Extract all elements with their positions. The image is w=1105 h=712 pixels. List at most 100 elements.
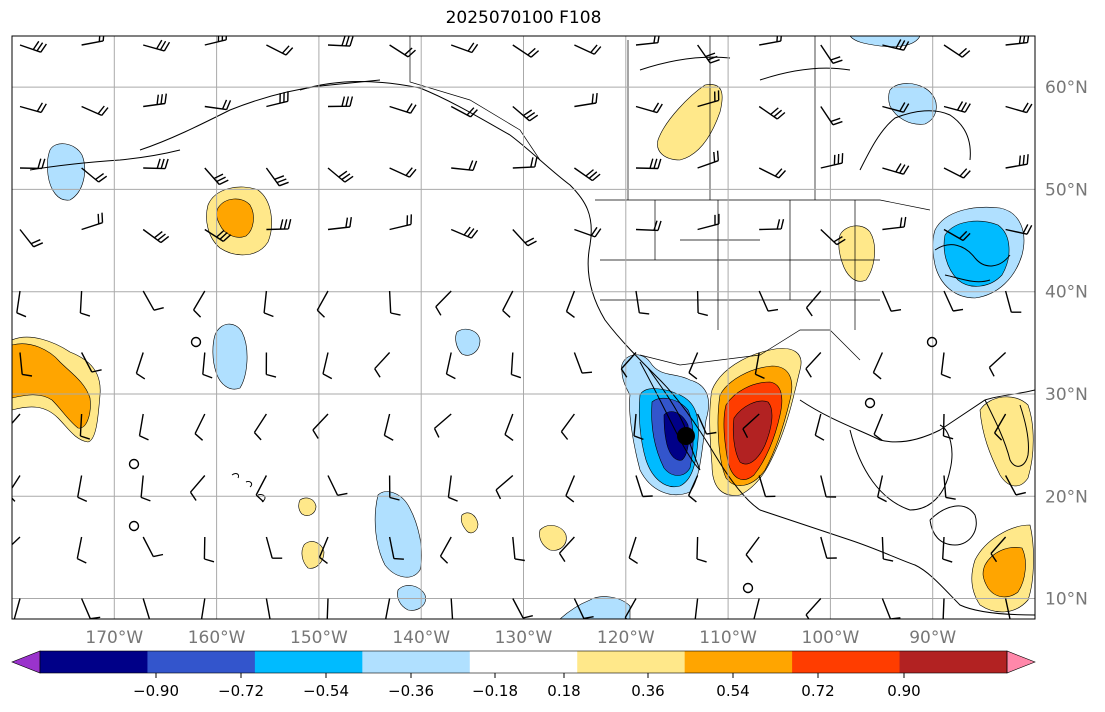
wind-barb	[1005, 102, 1033, 114]
wind-barb	[502, 290, 514, 318]
wind-barb	[697, 150, 719, 169]
wind-barb	[687, 475, 699, 503]
wind-barb	[573, 598, 594, 619]
wind-barb	[202, 352, 213, 379]
wind-barb	[820, 228, 846, 246]
wind-barb	[388, 536, 404, 560]
alaska	[139, 79, 381, 151]
wind-barb	[204, 36, 227, 46]
wind-barb	[574, 93, 598, 108]
colorbar-tick-label: −0.72	[218, 682, 264, 700]
wind-barb	[943, 101, 971, 113]
wind-barb	[80, 598, 101, 619]
colorbar-tick-label: −0.54	[303, 682, 349, 700]
wind-barb	[389, 103, 417, 114]
calm-circle	[190, 336, 202, 348]
wind-barb	[574, 226, 602, 238]
north-america-coast	[299, 81, 1035, 616]
wind-barb	[1004, 290, 1022, 313]
positive-anomaly-midwest	[838, 225, 875, 282]
wind-barb	[573, 352, 593, 374]
wind-barb	[143, 39, 171, 52]
wind-barb	[16, 290, 27, 318]
wind-barb	[993, 413, 1007, 441]
wind-barb	[633, 413, 644, 441]
us-canada-border	[595, 199, 931, 211]
wind-barb	[1005, 224, 1033, 235]
wind-barb	[19, 40, 47, 53]
calm-circle	[926, 336, 938, 348]
wind-barb	[204, 228, 232, 242]
positive-anomaly-pacific-north-core	[216, 198, 254, 238]
wind-barb	[445, 352, 456, 380]
wind-barb	[374, 352, 391, 378]
wind-barb	[316, 290, 329, 318]
wind-barb	[882, 39, 910, 51]
wind-barb	[495, 474, 514, 500]
wind-barb	[312, 413, 329, 439]
wind-barb	[204, 167, 229, 186]
longitude-labels: 170°W 160°W 150°W 140°W 130°W 120°W 110°W 100°W…	[85, 628, 956, 648]
colorbar-segment	[684, 651, 793, 673]
colorbar-segment	[254, 651, 363, 673]
wind-barb	[318, 536, 329, 564]
wind-barb	[194, 413, 206, 441]
wind-barb	[820, 44, 843, 64]
map-title: 2025070100 F108	[445, 8, 602, 28]
wind-barb	[389, 214, 412, 231]
colorbar-segment	[362, 651, 471, 673]
colorbar-tick-label: 0.36	[631, 682, 664, 700]
wind-barb	[266, 91, 289, 108]
wind-barb	[266, 44, 294, 56]
wind-barb	[697, 90, 720, 108]
wind-barb	[745, 536, 760, 563]
wind-barb	[758, 290, 779, 312]
colorbar-extend-max	[1006, 650, 1036, 674]
wind-barb	[696, 290, 708, 317]
wind-barb	[882, 163, 910, 175]
wind-barb	[138, 413, 149, 441]
colorbar-segment	[792, 651, 901, 673]
yucatan	[929, 505, 977, 546]
wind-barb	[943, 475, 956, 500]
negative-anomaly-baja-core3	[663, 411, 690, 461]
wind-barb	[203, 536, 215, 563]
negative-anomaly-tiny1	[455, 328, 481, 356]
wind-barb	[388, 290, 401, 316]
wind-barb	[873, 413, 884, 441]
wind-barb	[573, 167, 601, 182]
latitude-tick-label: 60°N	[1045, 78, 1088, 98]
colorbar: −0.90 −0.72 −0.54 −0.36 −0.18 0.18 0.36 0.54 0.7…	[11, 650, 1036, 700]
wind-barb	[143, 158, 169, 170]
longitude-tick-label: 130°W	[495, 628, 553, 648]
wind-barb	[326, 598, 329, 619]
hudson-bay	[859, 110, 971, 171]
wind-barb	[805, 598, 822, 619]
positive-anomaly-florida	[979, 396, 1034, 487]
wind-barb	[19, 102, 47, 114]
wind-barb	[512, 229, 537, 247]
colorbar-tick-label: 0.72	[801, 682, 834, 700]
wind-barb	[79, 413, 91, 440]
colorbar-tick-label: −0.36	[388, 682, 434, 700]
wind-barb	[759, 219, 785, 231]
wind-barb	[19, 158, 46, 170]
calm-circle	[128, 520, 140, 532]
wind-barb	[81, 167, 108, 183]
wind-barb	[1005, 154, 1029, 169]
wind-barb	[504, 413, 514, 441]
baja-peninsula	[639, 361, 701, 471]
wind-barb	[253, 413, 267, 441]
positive-anomaly-west-core	[12, 343, 91, 429]
negative-anomaly-hawaii	[374, 491, 422, 578]
wind-barb	[881, 536, 894, 562]
wind-barb	[882, 102, 910, 113]
wind-barb	[327, 96, 354, 108]
wind-barb	[694, 598, 699, 619]
wind-barb	[255, 475, 268, 503]
colorbar-segment	[469, 651, 578, 673]
calm-circle	[128, 458, 140, 470]
wind-barb	[389, 44, 416, 58]
wind-barb	[79, 290, 91, 317]
